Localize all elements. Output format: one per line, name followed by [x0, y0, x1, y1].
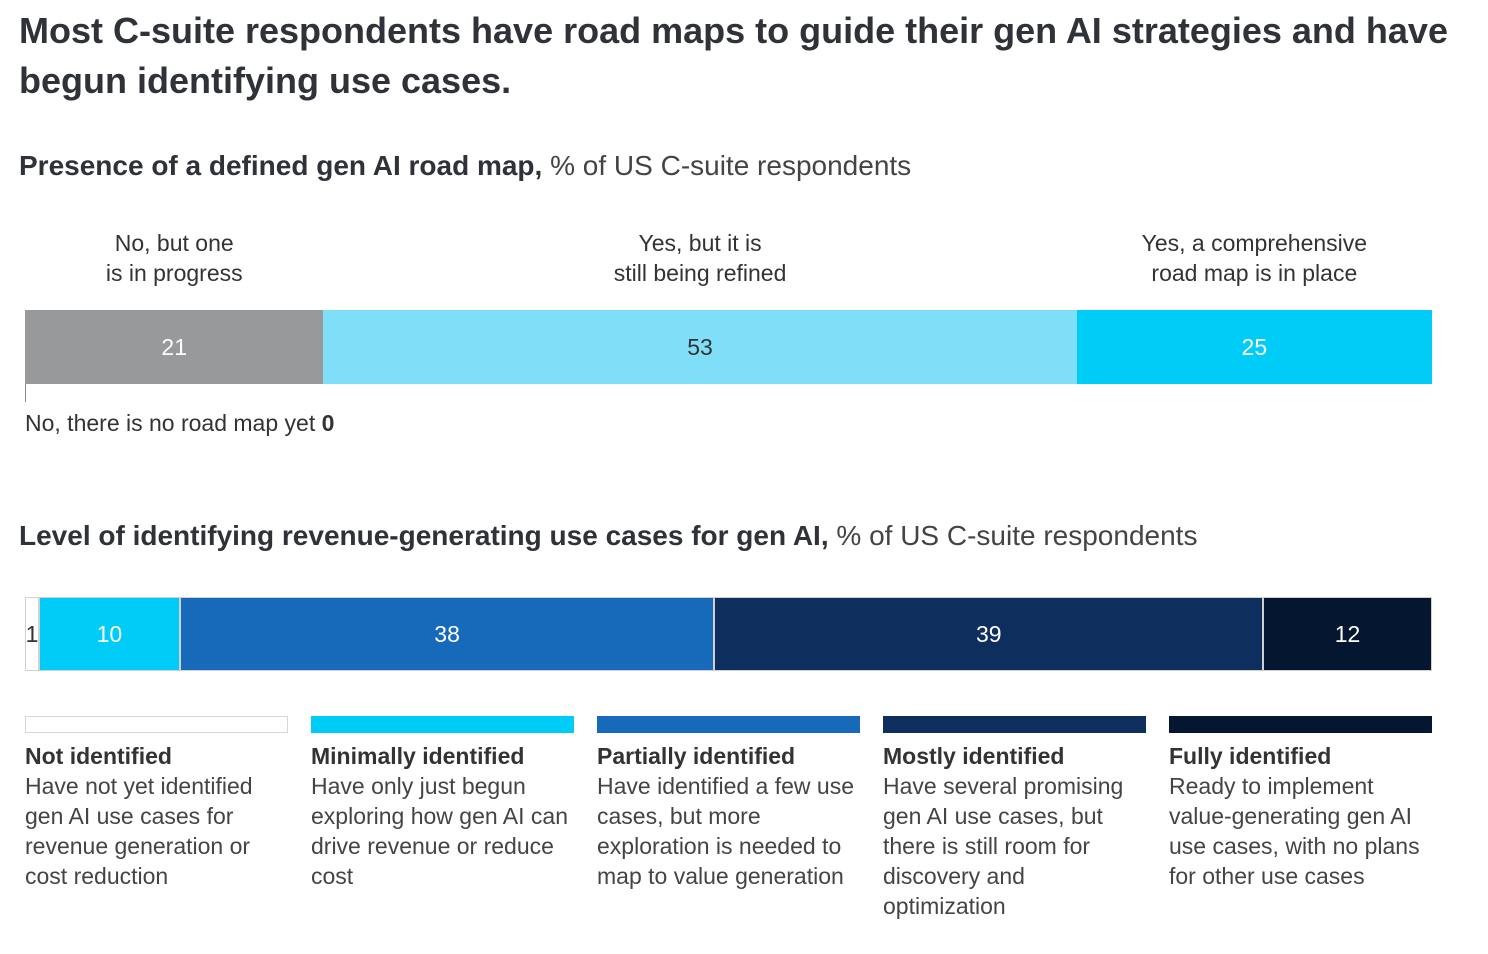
bar-segment-0: 1 — [25, 597, 40, 671]
bar-segment-3: 39 — [714, 597, 1264, 671]
legend-description: Have not yet identified gen AI use cases… — [25, 773, 253, 889]
legend-description: Ready to implement value-generating gen … — [1169, 773, 1420, 889]
legend-title: Minimally identified — [311, 743, 525, 769]
bar-segment-1: 21 — [25, 310, 324, 384]
bar-segment-2: 53 — [323, 310, 1077, 384]
usecase-stacked-bar: 1 10 38 39 12 — [25, 597, 1432, 671]
chart2-unit: % of US C-suite respondents — [836, 520, 1198, 551]
legend-description: Have identified a few use cases, but mor… — [597, 773, 854, 889]
bar-segment-4: 12 — [1263, 597, 1432, 671]
bar-segment-3: 25 — [1076, 310, 1432, 384]
legend-swatch — [597, 716, 860, 733]
segment-value: 38 — [434, 620, 460, 647]
segment-value: 12 — [1334, 620, 1361, 647]
legend-swatch — [1169, 716, 1432, 733]
legend-item-4: Fully identified Ready to implement value… — [1169, 716, 1432, 891]
legend-title: Fully identified — [1169, 743, 1332, 769]
segment-label-2: Yes, but it is still being refined — [613, 230, 787, 286]
zero-value: 0 — [321, 410, 335, 436]
chart1-subtitle: Presence of a defined gen AI road map, %… — [19, 150, 911, 182]
zero-annotation: No, there is no road map yet 0 — [25, 410, 334, 437]
segment-value: 1 — [25, 620, 39, 647]
legend-item-1: Minimally identified Have only just begun… — [311, 716, 574, 891]
legend-title: Partially identified — [597, 743, 796, 769]
chart2-title: Level of identifying revenue-generating … — [19, 520, 829, 551]
legend-title: Mostly identified — [883, 743, 1065, 769]
chart1-title: Presence of a defined gen AI road map, — [19, 150, 543, 181]
segment-label-3: Yes, a comprehensive road map is in plac… — [1141, 230, 1368, 286]
bar-segment-2: 38 — [179, 597, 715, 671]
legend-item-0: Not identified Have not yet identified ge… — [25, 716, 288, 891]
legend-description: Have only just begun exploring how gen A… — [311, 773, 569, 889]
zero-tick — [25, 384, 26, 402]
zero-label: No, there is no road map yet — [25, 410, 316, 436]
segment-value: 10 — [96, 620, 123, 647]
legend-item-2: Partially identified Have identified a fe… — [597, 716, 860, 891]
segment-value: 25 — [1241, 333, 1268, 360]
page-title: Most C-suite respondents have road maps … — [19, 10, 1448, 101]
chart2-subtitle: Level of identifying revenue-generating … — [19, 520, 1197, 552]
roadmap-stacked-bar: 21 53 25 — [25, 310, 1432, 384]
legend-description: Have several promising gen AI use cases,… — [883, 773, 1124, 919]
segment-label-1: No, but one is in progress — [105, 230, 243, 286]
bar-segment-1: 10 — [39, 597, 180, 671]
legend-swatch — [25, 716, 288, 733]
legend-title: Not identified — [25, 743, 172, 769]
segment-value: 39 — [975, 620, 1002, 647]
legend-swatch — [311, 716, 574, 733]
segment-value: 53 — [687, 333, 713, 360]
chart1-unit: % of US C-suite respondents — [550, 150, 912, 181]
legend-item-3: Mostly identified Have several promising … — [883, 716, 1146, 921]
segment-value: 21 — [161, 333, 188, 360]
legend-swatch — [883, 716, 1146, 733]
